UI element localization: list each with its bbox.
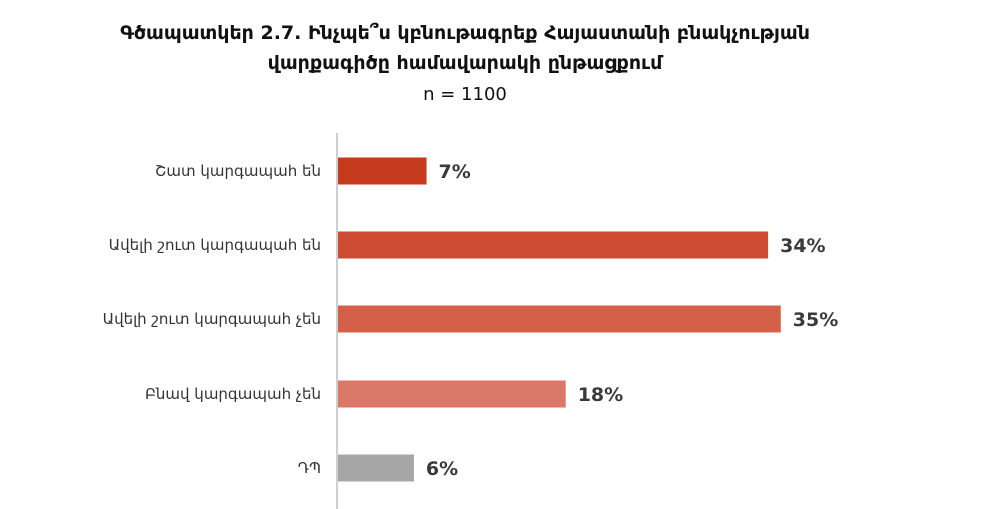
bar — [338, 305, 781, 333]
bar — [338, 157, 427, 185]
bar — [338, 231, 769, 259]
bar-value-label: 35% — [793, 309, 838, 331]
bar — [338, 454, 414, 482]
category-label: Ավելի շուտ կարգապահ չեն — [103, 310, 321, 328]
category-label: Շատ կարգապահ են — [155, 162, 321, 180]
chart-subtitle: n = 1100 — [423, 84, 507, 105]
category-label: Ավելի շուտ կարգապահ են — [109, 236, 321, 254]
bar — [338, 380, 566, 408]
bar-value-label: 7% — [439, 161, 471, 183]
chart-title-line-2: վարքագիծը համավարակի ընթացքում — [267, 52, 663, 74]
bar-value-label: 18% — [578, 384, 623, 406]
category-label: ԴՊ — [298, 459, 321, 477]
chart-title-line-1: Գծապատկեր 2.7. Ինչպե՞ս կբնութագրեք Հայաս… — [120, 22, 810, 44]
bar-value-label: 6% — [426, 458, 458, 480]
category-label: Բնավ կարգապահ չեն — [145, 385, 321, 403]
bar-value-label: 34% — [780, 235, 825, 257]
